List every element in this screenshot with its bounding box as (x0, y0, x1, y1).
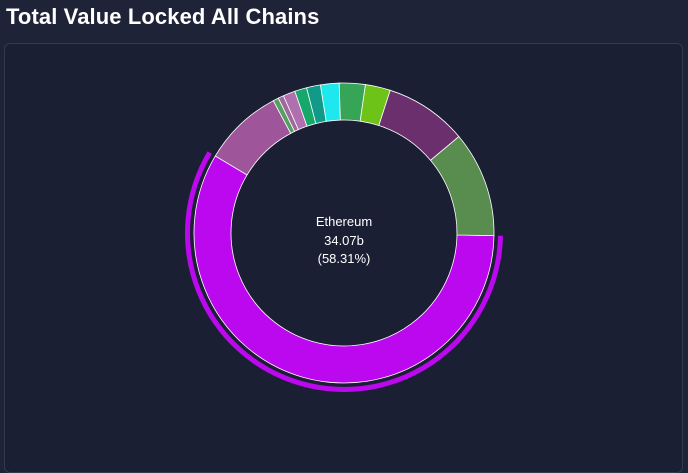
donut-chart: Ethereum 34.07b (58.31%) (185, 82, 503, 392)
donut-slice-12[interactable] (429, 136, 495, 237)
center-name: Ethereum (316, 214, 372, 229)
donut-slice-ethereum[interactable] (193, 155, 495, 384)
center-value: 34.07b (324, 233, 364, 248)
slices-group (193, 82, 495, 384)
page-title: Total Value Locked All Chains (6, 4, 320, 29)
center-percent: (58.31%) (318, 251, 371, 266)
